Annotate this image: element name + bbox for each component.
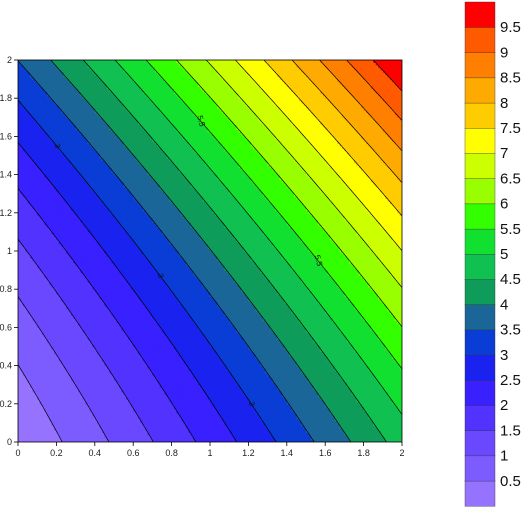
y-tick-label: 0.8 <box>0 284 12 294</box>
contour-line <box>50 60 352 442</box>
colorbar-band <box>464 27 496 53</box>
contour-line <box>346 60 402 121</box>
colorbar-band <box>464 354 496 381</box>
x-tick-label: 0.6 <box>127 448 140 458</box>
contour-labels: 3 3 3 5.5 5.5 <box>52 114 324 407</box>
colorbar: 0.5 1 1.5 2 2.5 3 3.5 4 4.5 5 5.5 6 6.5 7 7.5 8 8.5 9 9.5 <box>464 1 521 507</box>
x-tick-label: 2 <box>399 448 404 458</box>
colorbar-tick-label: 7.5 <box>500 120 521 137</box>
contour-line <box>291 60 402 183</box>
contour-line <box>235 60 402 251</box>
y-axis: 0 0.2 0.4 0.6 0.8 1 1.2 1.4 1.6 1.8 2 <box>0 55 18 447</box>
y-tick-label: 1.8 <box>0 93 12 103</box>
colorbar-band <box>464 178 496 205</box>
colorbar-band <box>464 203 496 230</box>
contour-line <box>145 60 402 370</box>
colorbar-tick-label: 9 <box>500 44 508 61</box>
x-tick-label: 1.4 <box>281 448 294 458</box>
contour-label: 5.5 <box>195 114 207 128</box>
colorbar-band <box>464 329 496 356</box>
colorbar-tick-label: 0.5 <box>500 473 521 490</box>
colorbar-tick-label: 3.5 <box>500 322 521 339</box>
contour-label: 3 <box>52 142 62 149</box>
contour-line <box>114 60 402 415</box>
contour-line <box>18 188 197 442</box>
contour-line <box>205 60 402 288</box>
colorbar-tick-label: 9.5 <box>500 19 521 36</box>
contour-line <box>18 142 238 442</box>
x-tick-label: 0.8 <box>165 448 178 458</box>
contour-lines <box>18 60 402 442</box>
colorbar-band <box>464 52 496 79</box>
y-tick-label: 1.4 <box>0 170 12 180</box>
y-tick-label: 1.2 <box>0 208 12 218</box>
y-tick-label: 1.6 <box>0 131 12 141</box>
colorbar-tick-label: 1 <box>500 448 508 465</box>
colorbar-band <box>464 405 496 431</box>
contour-line <box>319 60 402 152</box>
colorbar-band <box>464 279 496 305</box>
colorbar-band <box>464 228 496 255</box>
colorbar-tick-label: 6.5 <box>500 170 521 187</box>
x-tick-label: 0.2 <box>50 448 63 458</box>
contour-line <box>18 60 315 442</box>
contour-line <box>18 238 154 442</box>
colorbar-band <box>464 253 496 280</box>
colorbar-tick-label: 2.5 <box>500 372 521 389</box>
colorbar-tick-label: 7 <box>500 145 508 162</box>
y-tick-label: 0.2 <box>0 399 12 409</box>
contour-label: 3 <box>247 400 257 407</box>
colorbar-tick-label: 8 <box>500 95 508 112</box>
colorbar-band <box>464 480 496 507</box>
colorbar-tick-label: 3 <box>500 347 508 364</box>
contour-line <box>263 60 402 217</box>
colorbar-band <box>464 379 496 406</box>
x-tick-label: 1.8 <box>357 448 370 458</box>
y-tick-label: 0.4 <box>0 361 12 371</box>
x-tick-label: 0 <box>15 448 20 458</box>
contour-fill <box>18 60 402 442</box>
colorbar-tick-label: 1.5 <box>500 422 521 439</box>
colorbar-tick-label: 5 <box>500 246 508 263</box>
y-tick-label: 1 <box>7 246 12 256</box>
colorbar-band <box>464 430 496 457</box>
colorbar-tick-label: 6 <box>500 196 508 213</box>
x-axis: 0 0.2 0.4 0.6 0.8 1 1.2 1.4 1.6 1.8 2 <box>15 442 405 458</box>
colorbar-tick-label: 4 <box>500 296 508 313</box>
x-tick-label: 0.4 <box>89 448 102 458</box>
y-tick-label: 0.6 <box>0 322 12 332</box>
y-tick-label: 2 <box>7 55 12 65</box>
contour-line <box>83 60 387 442</box>
y-tick-label: 0 <box>7 437 12 447</box>
colorbar-band <box>464 127 496 154</box>
contour-line <box>372 60 402 92</box>
colorbar-band <box>464 1 496 28</box>
x-tick-label: 1 <box>207 448 212 458</box>
colorbar-tick-label: 4.5 <box>500 271 521 288</box>
colorbar-tick-label: 2 <box>500 397 508 414</box>
colorbar-band <box>464 152 496 179</box>
contour-label: 3 <box>156 272 166 279</box>
contour-label: 5.5 <box>313 254 325 268</box>
colorbar-band <box>464 304 496 331</box>
contour-line <box>18 364 63 442</box>
colorbar-band <box>464 102 496 129</box>
contour-line <box>18 99 277 442</box>
colorbar-band <box>464 77 496 104</box>
colorbar-tick-label: 5.5 <box>500 221 521 238</box>
x-tick-label: 1.6 <box>319 448 332 458</box>
contour-line <box>176 60 402 328</box>
colorbar-band <box>464 455 496 482</box>
colorbar-tick-label: 8.5 <box>500 70 521 87</box>
contour-line <box>18 296 110 442</box>
x-tick-label: 1.2 <box>242 448 255 458</box>
